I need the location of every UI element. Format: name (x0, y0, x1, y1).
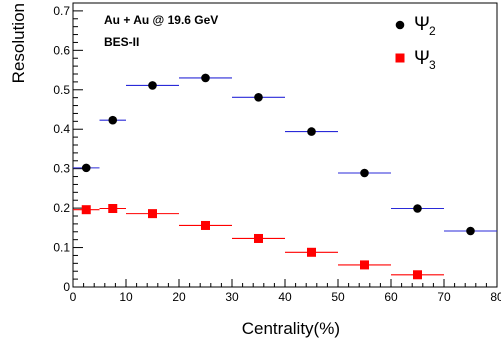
y-axis-tick-label: 0.4 (53, 122, 70, 136)
data-point-psi3 (360, 260, 369, 270)
x-axis-tick-label: 50 (331, 290, 345, 304)
data-point-psi2 (148, 81, 157, 90)
axes: 0 10 20 30 40 50 60 70 80 0 0.1 0.2 0.3 0.4 0.5 0.6 0.7 (53, 2, 501, 304)
data-point-psi3 (413, 270, 422, 280)
legend: Ψ 2 Ψ 3 (395, 14, 436, 72)
annotation-beam-energy-scan: BES-II (104, 35, 139, 49)
x-axis-tick-label: 60 (384, 290, 398, 304)
legend-label-psi2: Ψ (414, 14, 430, 35)
data-point-psi3 (81, 205, 91, 215)
legend-label-psi3: Ψ (414, 48, 430, 69)
y-axis-tick-label: 0.1 (53, 241, 70, 255)
data-point-psi2 (108, 115, 118, 125)
y-axis-tick-label: 0.2 (53, 201, 70, 215)
data-point-psi3 (307, 247, 316, 257)
data-point-psi3 (201, 220, 210, 230)
data-point-psi2 (466, 226, 475, 236)
x-axis-tick-label: 70 (437, 290, 451, 304)
x-axis-tick-label: 10 (119, 290, 133, 304)
annotation-collision-system: Au + Au @ 19.6 GeV (104, 13, 218, 27)
legend-marker-psi2 (395, 20, 405, 30)
annotations: Au + Au @ 19.6 GeV BES-II (104, 13, 218, 49)
plot-frame (72, 2, 498, 288)
data-marks (73, 73, 497, 280)
y-axis-tick-label: 0.7 (53, 4, 70, 18)
x-axis-tick-label: 20 (172, 290, 186, 304)
x-axis-tick-label: 80 (490, 290, 501, 304)
legend-subscript-psi3: 3 (429, 58, 436, 72)
data-point-psi2 (413, 204, 422, 213)
legend-entry-psi3: Ψ 3 (395, 48, 436, 72)
data-point-psi3 (108, 204, 118, 214)
legend-subscript-psi2: 2 (429, 24, 436, 38)
y-axis-tick-label: 0.6 (53, 43, 70, 57)
y-axis-tick-label: 0.5 (53, 83, 70, 97)
y-axis-tick-label: 0.3 (53, 162, 70, 176)
y-axis-title: Resolution (9, 3, 28, 83)
data-point-psi2 (81, 163, 91, 173)
plot-area-border (72, 2, 498, 288)
x-axis-tick-label: 30 (225, 290, 239, 304)
data-point-psi3 (148, 209, 157, 219)
legend-marker-psi3 (395, 53, 405, 63)
x-axis-tick-label: 40 (278, 290, 292, 304)
y-axis-tick-label: 0 (63, 280, 70, 294)
data-point-psi2 (201, 73, 210, 83)
legend-entry-psi2: Ψ 2 (395, 14, 436, 38)
x-axis-tick-label: 0 (70, 290, 77, 304)
data-point-psi2 (254, 92, 263, 102)
data-point-psi2 (360, 168, 369, 178)
data-point-psi2 (307, 127, 316, 136)
x-axis-title: Centrality(%) (242, 319, 340, 338)
data-point-psi3 (254, 233, 263, 243)
